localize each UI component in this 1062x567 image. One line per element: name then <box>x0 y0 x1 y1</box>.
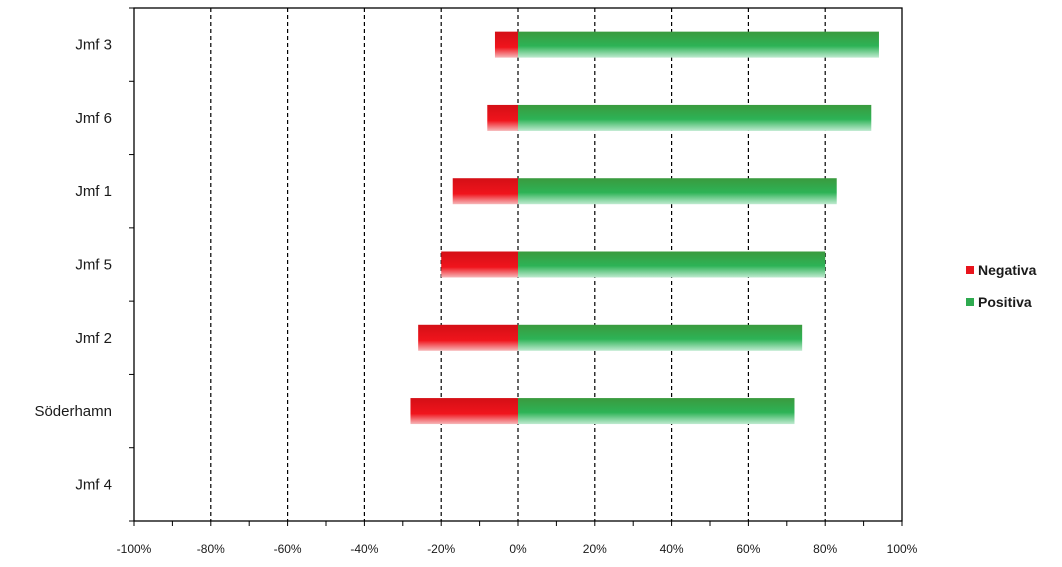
category-label: Jmf 6 <box>75 110 112 127</box>
x-tick-label: 60% <box>736 542 760 556</box>
x-tick-label: 0% <box>509 542 527 556</box>
bar-negativa-2 <box>487 104 518 131</box>
x-tick-label: 100% <box>887 542 918 556</box>
bar-negativa-3 <box>452 178 518 205</box>
bar-positiva-4 <box>518 251 826 278</box>
category-label: Jmf 3 <box>75 37 112 54</box>
category-label: Jmf 4 <box>75 476 112 493</box>
legend-item-positiva: Positiva <box>966 291 1036 313</box>
bar-negativa-1 <box>494 31 518 58</box>
bar-positiva-6 <box>518 398 795 425</box>
bars <box>410 31 879 425</box>
bar-negativa-6 <box>410 398 518 425</box>
x-tick-label: 20% <box>583 542 607 556</box>
bar-positiva-3 <box>518 178 837 205</box>
category-label: Söderhamn <box>34 403 112 420</box>
legend-label-positiva: Positiva <box>978 294 1032 310</box>
bar-positiva-2 <box>518 104 872 131</box>
legend-swatch-positiva <box>966 298 974 306</box>
x-tick-label: 80% <box>813 542 837 556</box>
x-tick-label: -40% <box>350 542 378 556</box>
x-tick-label: 40% <box>660 542 684 556</box>
legend-swatch-negativa <box>966 266 974 274</box>
x-tick-label: -60% <box>274 542 302 556</box>
axes <box>129 7 903 526</box>
legend: Negativa Positiva <box>966 259 1036 323</box>
category-label: Jmf 5 <box>75 257 112 274</box>
gridlines <box>210 8 826 521</box>
category-labels: Jmf 3 Jmf 6 Jmf 1 Jmf 5 Jmf 2 Söderhamn Jmf 4 <box>34 37 112 494</box>
bar-negativa-4 <box>441 251 518 278</box>
x-tick-label: -80% <box>197 542 225 556</box>
legend-item-negativa: Negativa <box>966 259 1036 281</box>
x-tick-label: -20% <box>427 542 455 556</box>
legend-label-negativa: Negativa <box>978 262 1037 278</box>
x-tick-label: -100% <box>117 542 152 556</box>
category-label: Jmf 1 <box>75 183 112 200</box>
bar-positiva-5 <box>518 324 803 351</box>
bar-positiva-1 <box>518 31 879 58</box>
bar-negativa-5 <box>418 324 518 351</box>
tick-labels: -100% -80% -60% -40% -20% 0% 20% 40% 60% 80% 100% <box>117 542 918 556</box>
category-label: Jmf 2 <box>75 330 112 347</box>
